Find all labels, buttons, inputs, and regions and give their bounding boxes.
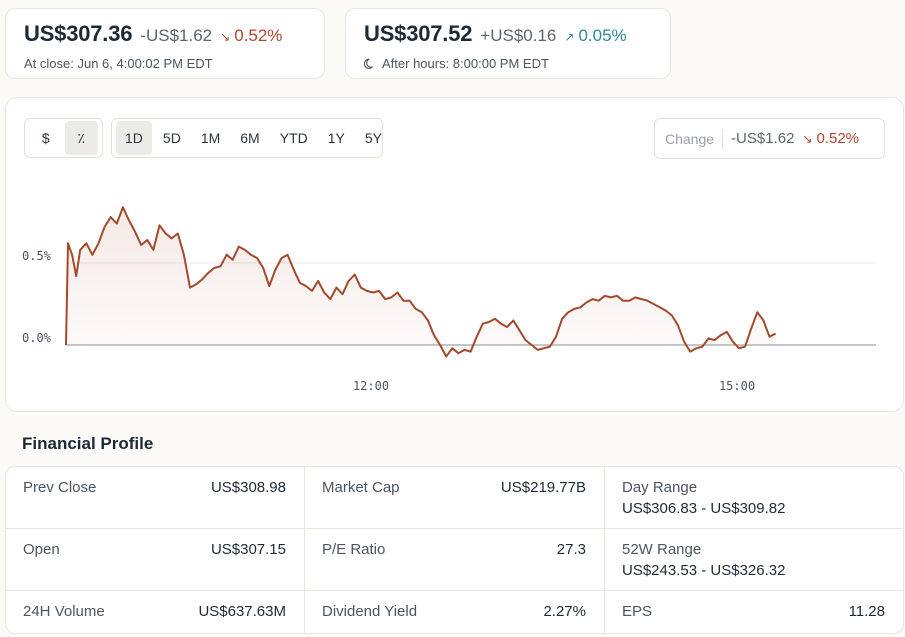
metric-label: 52W Range [622,541,702,558]
price-line [65,206,777,358]
metric-value: US$637.63M [198,603,286,620]
metric-label: P/E Ratio [322,541,386,558]
metric-value: 11.28 [848,603,885,620]
metric-label: Market Cap [322,479,400,496]
arrow-up-right-icon: ↗ [564,30,575,44]
price-area-fill [66,207,776,357]
change-summary: Change -US$1.62 ↘ 0.52% [654,118,885,159]
range-ytd-button[interactable]: YTD [279,130,308,146]
after-hours-pct-value: 0.05% [578,26,627,45]
change-value: -US$1.62 [731,130,795,147]
metric-value: US$307.15 [210,541,286,558]
metric-value: US$219.77B [500,479,586,496]
profile-prev-close: Prev Close US$308.98 [6,467,305,529]
after-hours-timestamp: After hours: 8:00:00 PM EDT [382,56,549,71]
unit-toggle: $ ٪ [24,118,103,158]
profile-market-cap: Market Cap US$219.77B [305,467,605,529]
close-timestamp: At close: Jun 6, 4:00:02 PM EDT [24,56,213,71]
x-tick-label: 12:00 [353,379,389,393]
profile-eps: EPS 11.28 [605,591,903,633]
arrow-down-right-icon: ↘ [802,132,813,146]
unit-dollar-button[interactable]: $ [41,130,50,146]
range-5y-button[interactable]: 5Y [364,130,382,146]
metric-label: Open [23,541,60,558]
after-hours-subtitle: After hours: 8:00:00 PM EDT [364,56,654,71]
profile-day-range: Day Range US$306.83 - US$309.82 [605,467,903,529]
change-pct: ↘ 0.52% [802,130,859,147]
change-divider [722,128,724,149]
financial-profile-table: Prev Close US$308.98 Market Cap US$219.7… [5,466,904,634]
metric-label: 24H Volume [23,603,105,620]
range-selector: 1D 5D 1M 6M YTD 1Y 5Y [111,118,383,158]
change-pct-value: 0.52% [816,130,860,147]
profile-24h-volume: 24H Volume US$637.63M [6,591,305,633]
range-1d-button[interactable]: 1D [116,121,152,155]
metric-label: Prev Close [23,479,97,496]
close-price: US$307.36 [24,21,133,46]
close-change: -US$1.62 [140,26,213,45]
price-line-chart[interactable]: 0.0% 0.5% 12:00 15:00 [6,98,905,413]
metric-value: US$306.83 - US$309.82 [622,500,786,517]
close-pct-value: 0.52% [234,26,283,45]
range-6m-button[interactable]: 6M [240,130,260,146]
profile-52w-range: 52W Range US$243.53 - US$326.32 [605,529,903,591]
metric-value: 27.3 [556,541,586,558]
profile-open: Open US$307.15 [6,529,305,591]
unit-percent-button[interactable]: ٪ [64,121,98,155]
metric-value: US$243.53 - US$326.32 [622,562,786,579]
range-1y-button[interactable]: 1Y [327,130,345,146]
range-1m-button[interactable]: 1M [200,130,221,146]
moon-icon [364,58,373,69]
y-tick-label: 0.0% [22,331,52,345]
close-quote-card: US$307.36 -US$1.62 ↘ 0.52% At close: Jun… [5,8,325,79]
x-tick-label: 15:00 [719,379,755,393]
profile-dividend-yield: Dividend Yield 2.27% [305,591,605,633]
after-hours-change-pct: ↗ 0.05% [564,26,626,46]
range-5d-button[interactable]: 5D [162,130,181,146]
metric-label: Dividend Yield [322,603,418,620]
metric-label: Day Range [622,479,698,496]
after-hours-price: US$307.52 [364,21,473,46]
arrow-down-right-icon: ↘ [220,30,231,44]
profile-pe-ratio: P/E Ratio 27.3 [305,529,605,591]
close-change-pct: ↘ 0.52% [220,26,282,46]
change-label: Change [665,130,715,147]
metric-label: EPS [622,603,653,620]
metric-value: 2.27% [543,603,586,620]
after-hours-quote-card: US$307.52 +US$0.16 ↗ 0.05% After hours: … [345,8,671,79]
after-hours-change: +US$0.16 [480,26,557,45]
price-chart-card: $ ٪ 1D 5D 1M 6M YTD 1Y 5Y Change -US$1.6… [5,97,904,412]
metric-value: US$308.98 [210,479,286,496]
y-tick-label: 0.5% [22,249,52,263]
financial-profile-title: Financial Profile [22,434,154,453]
